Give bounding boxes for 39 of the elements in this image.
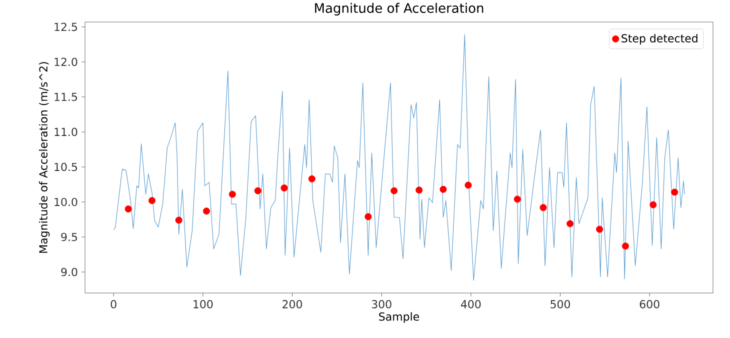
point [650,201,657,208]
y-tick-label: 11.5 [54,92,78,102]
point [464,182,472,189]
point [540,204,547,212]
point [514,196,521,203]
x-tick-label: 500 [550,300,570,308]
y-tick-label: 9.0 [61,268,78,276]
y-tick-label: 11.0 [54,128,78,136]
chart-title: Magnitude of Acceleration [315,2,484,16]
point [622,242,629,250]
y-tick-label: 10.0 [54,198,78,206]
y-tick-label: 12.0 [54,58,78,66]
point [416,186,423,194]
point [202,208,210,215]
point [254,187,262,194]
point [440,186,447,193]
y-tick-label: 12.5 [54,22,78,32]
x-tick-label: 600 [640,300,660,308]
x-axis-title: Sample [379,312,420,323]
point [596,226,604,233]
point [671,188,678,196]
x-tick-label: 200 [282,300,302,308]
point [124,205,132,212]
point [148,197,156,204]
x-tick-label: 400 [460,300,481,308]
legend-label: Step detected [622,34,698,45]
point [175,216,182,224]
point [566,220,574,228]
y-axis-title: Magnitude of Acceleration (m/s^2) [38,62,50,253]
x-tick-label: 300 [372,300,392,308]
y-tick-label: 10.5 [54,162,78,172]
x-tick-label: 0 [110,300,116,308]
x-tick-label: 100 [194,300,213,308]
point [280,184,288,192]
point [308,175,316,182]
y-tick-label: 9.5 [61,232,78,242]
point [228,190,236,198]
point [364,213,372,220]
point [390,187,398,194]
